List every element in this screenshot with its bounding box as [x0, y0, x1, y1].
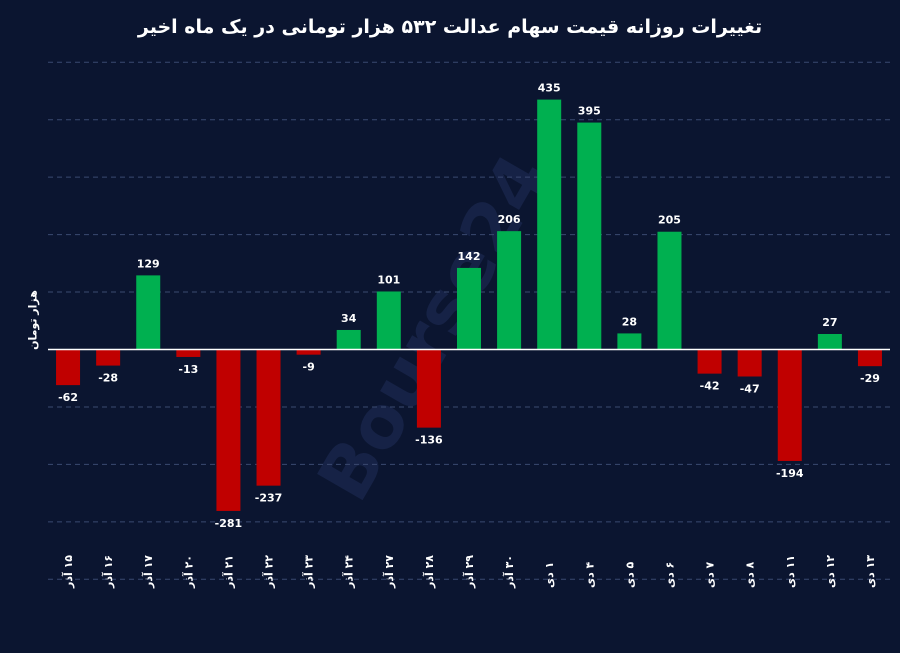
x-tick-label: ۳۰ آذر [502, 555, 516, 589]
bar [216, 349, 241, 511]
x-tick-label: ۴ دی [583, 561, 596, 588]
data-label: 129 [137, 257, 160, 270]
data-label: -194 [776, 467, 804, 480]
x-tick-label: ۱۷ آذر [141, 555, 155, 589]
data-label: 142 [458, 250, 481, 263]
bar [537, 99, 562, 350]
data-label: -47 [740, 383, 760, 396]
data-label: -28 [98, 372, 118, 385]
bar [497, 231, 522, 350]
bar [777, 349, 802, 461]
chart-title: تغییرات روزانه قیمت سهام عدالت ۵۳۲ هزار … [137, 16, 763, 38]
x-tick-label: ۲۱ آذر [221, 555, 235, 589]
data-label: 28 [622, 315, 637, 328]
x-tick-label: ۱۳ دی [864, 555, 877, 588]
x-tick-label: ۲۳ آذر [302, 555, 316, 589]
bar [136, 275, 161, 350]
x-tick-label: ۸ دی [744, 561, 757, 588]
x-tick-label: ۱۵ آذر [61, 555, 75, 589]
data-label: 27 [822, 316, 837, 329]
data-label: -136 [415, 434, 443, 447]
data-label: -42 [700, 380, 720, 393]
watermark: Bourse24 [301, 141, 565, 515]
data-label: 34 [341, 312, 357, 325]
data-label: 395 [578, 105, 601, 118]
x-tick-label: ۲۹ آذر [462, 555, 476, 589]
x-tick-label: ۲۷ آذر [382, 555, 396, 589]
data-label: 206 [498, 213, 521, 226]
data-label: -9 [303, 361, 315, 374]
bar [617, 333, 642, 350]
data-label: 205 [658, 214, 681, 227]
bar [296, 349, 321, 355]
bar [256, 349, 281, 486]
bar [376, 291, 401, 350]
x-tick-label: ۱ دی [543, 562, 556, 588]
bar [457, 267, 481, 350]
x-tick-label: ۲۰ آذر [181, 555, 195, 589]
data-label: -13 [178, 363, 198, 376]
data-label: 101 [377, 273, 400, 286]
x-tick-label: ۲۴ آذر [342, 555, 356, 589]
x-tick-label: ۱۲ دی [824, 555, 837, 588]
bar [176, 349, 201, 357]
data-label: -29 [860, 372, 880, 385]
x-tick-label: ۷ دی [704, 561, 717, 588]
bar [336, 329, 361, 350]
x-tick-label: ۵ دی [623, 561, 636, 588]
bar [817, 333, 842, 350]
bar [577, 122, 602, 350]
x-tick-label: ۱۱ دی [784, 555, 797, 588]
data-label: -237 [255, 492, 283, 505]
x-tick-label: ۶ دی [663, 562, 676, 588]
bar [857, 349, 882, 367]
x-tick-label: ۲۲ آذر [262, 555, 276, 589]
bar [56, 349, 81, 386]
data-label: 435 [538, 82, 561, 95]
bar [697, 349, 722, 374]
bar [737, 349, 762, 377]
x-tick-label: ۲۸ آذر [422, 555, 436, 589]
data-label: -281 [215, 517, 243, 530]
bar [657, 231, 682, 350]
bar [96, 349, 121, 366]
data-label: -62 [58, 391, 78, 404]
x-tick-label: ۱۶ آذر [101, 555, 115, 589]
bar [416, 349, 441, 428]
